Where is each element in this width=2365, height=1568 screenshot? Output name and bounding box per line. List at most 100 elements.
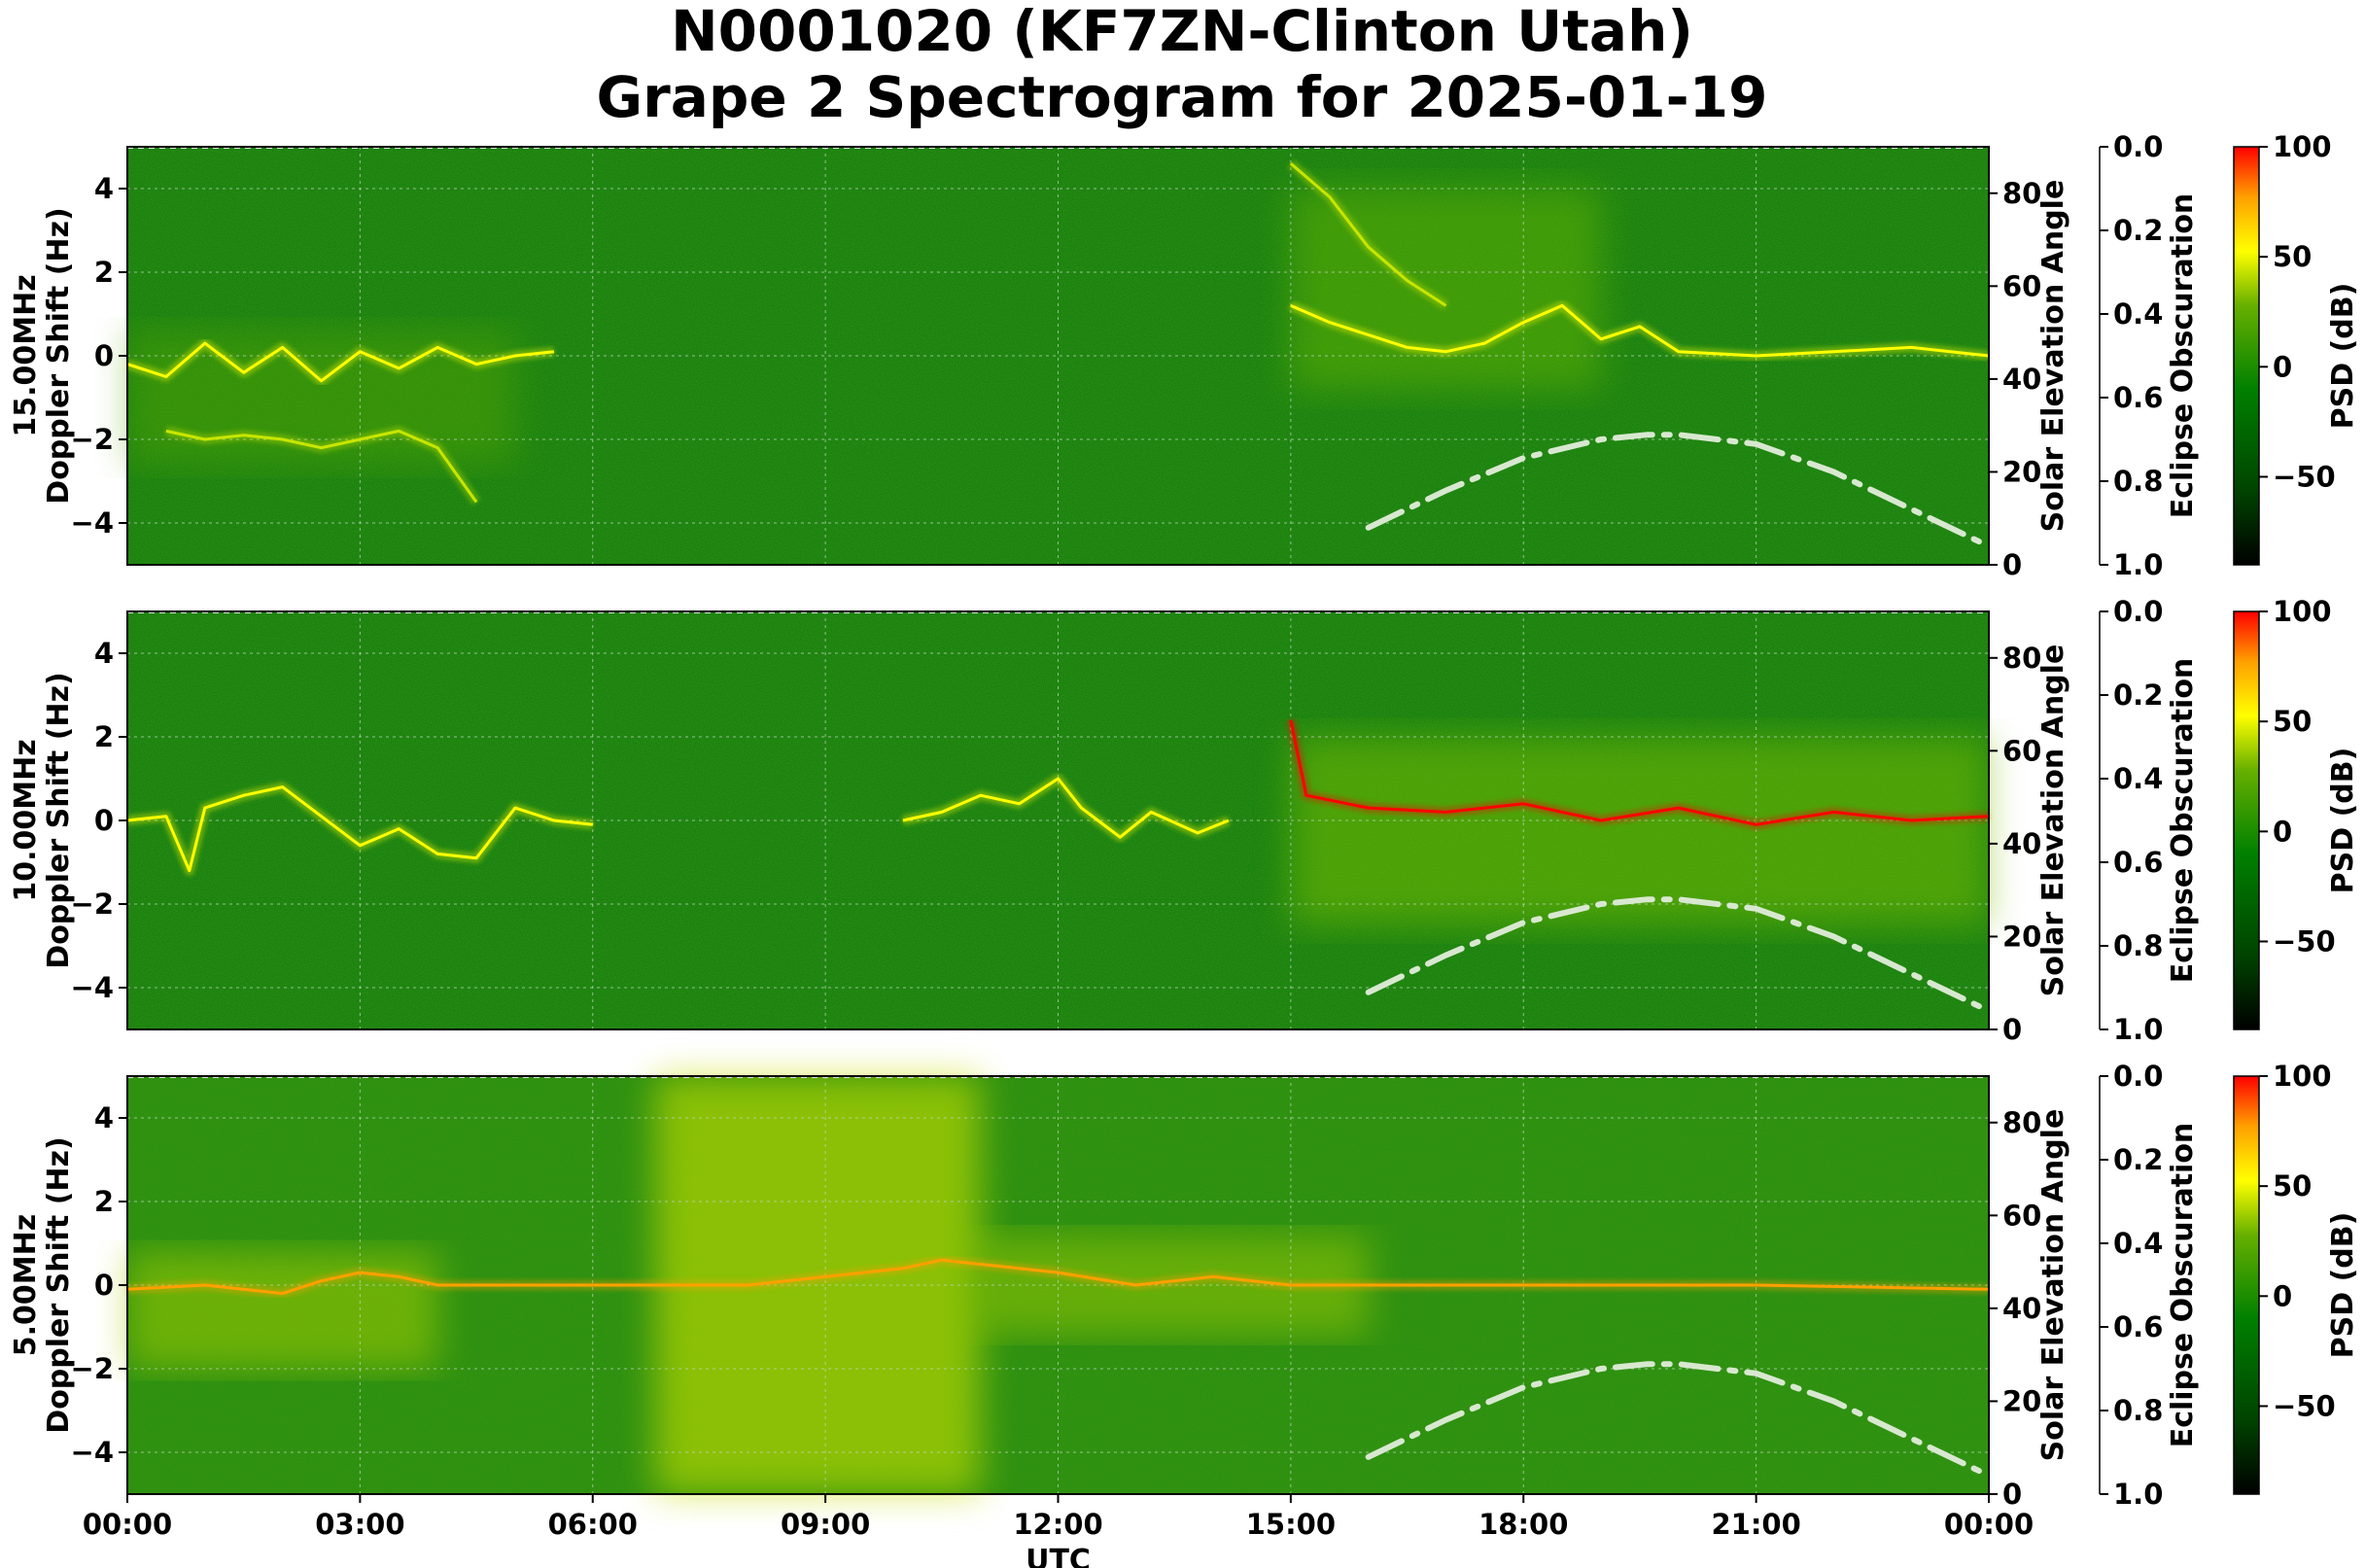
eclipse-tick-label: 0.0 [2113,595,2163,628]
panel-10.00MHz: 420−2−410.00MHz Doppler Shift (Hz)8060402… [9,595,2360,1046]
y-tick-label: −2 [71,1352,114,1385]
colorbar-tick-label: 50 [2273,1169,2312,1202]
doppler-trace [902,777,1230,839]
y-tick-label: −4 [71,506,114,540]
elevation-tick-label: 20 [2002,1384,2041,1417]
colorbar-label: PSD (dB) [2326,748,2360,894]
elevation-tick-label: 0 [2002,1013,2022,1046]
eclipse-tick-label: 0.8 [2113,465,2163,498]
eclipse-tick-label: 0.6 [2113,1310,2163,1343]
solar-elevation-label: Solar Elevation Angle [2036,180,2070,533]
panels-container: 420−2−415.00MHz Doppler Shift (Hz)8060402… [9,130,2360,1568]
eclipse-tick-label: 1.0 [2113,1013,2163,1046]
doppler-axis-label: Doppler Shift (Hz) [42,672,76,968]
colorbar-tick-label: 50 [2273,705,2312,738]
doppler-axis-label: Doppler Shift (Hz) [42,207,76,504]
doppler-trace [1289,162,1447,307]
x-tick-label: 12:00 [1013,1508,1102,1541]
doppler-trace [1290,303,1990,358]
x-tick-label: 00:00 [83,1508,172,1541]
eclipse-obscuration-label: Eclipse Obscuration [2166,658,2200,984]
elevation-tick-label: 60 [2002,734,2041,767]
y-tick-label: −4 [71,1436,114,1469]
eclipse-tick-label: 1.0 [2113,1478,2163,1511]
colorbar-tick-label: 100 [2273,130,2332,163]
eclipse-tick-label: 1.0 [2113,548,2163,581]
elevation-tick-label: 80 [2002,1106,2041,1139]
eclipse-tick-label: 0.0 [2113,130,2163,163]
x-tick-label: 21:00 [1711,1508,1800,1541]
eclipse-tick-label: 0.4 [2113,1227,2163,1260]
y-tick-label: 4 [94,1101,114,1134]
elevation-tick-label: 80 [2002,642,2041,675]
elevation-tick-label: 40 [2002,827,2041,860]
frequency-label: 5.00MHz [9,1214,43,1356]
panel-5.00MHz: 420−2−45.00MHz Doppler Shift (Hz)80604020… [9,1060,2360,1568]
colorbar-label: PSD (dB) [2326,283,2360,430]
figure-title-line1: N0001020 (KF7ZN-Clinton Utah) [671,0,1693,64]
elevation-tick-label: 40 [2002,1292,2041,1325]
x-tick-label: 03:00 [315,1508,404,1541]
doppler-trace [126,785,593,873]
eclipse-tick-label: 0.8 [2113,929,2163,962]
x-tick-label: 15:00 [1246,1508,1336,1541]
eclipse-tick-label: 0.0 [2113,1060,2163,1093]
solar-elevation-curve [1365,896,1992,1014]
colorbar-tick-label: 100 [2273,595,2332,628]
colorbar-tick-label: −50 [2273,460,2336,493]
elevation-tick-label: 0 [2002,1478,2022,1511]
panel-15.00MHz: 420−2−415.00MHz Doppler Shift (Hz)8060402… [9,130,2360,581]
colorbar-label: PSD (dB) [2326,1212,2360,1359]
colorbar [2233,1075,2260,1495]
doppler-trace [1289,719,1990,826]
solar-elevation-curve [1365,1361,1992,1479]
x-tick-label: 00:00 [1944,1508,2034,1541]
eclipse-tick-label: 0.6 [2113,846,2163,879]
colorbar-tick-label: 0 [2273,350,2292,383]
eclipse-obscuration-label: Eclipse Obscuration [2166,193,2200,519]
elevation-tick-label: 80 [2002,177,2041,210]
y-tick-label: 2 [94,720,114,753]
colorbar-tick-label: 0 [2273,815,2292,848]
y-tick-label: 4 [94,637,114,670]
eclipse-tick-label: 0.8 [2113,1394,2163,1427]
x-tick-label: 18:00 [1478,1508,1568,1541]
elevation-tick-label: 20 [2002,455,2041,488]
colorbar-tick-label: −50 [2273,924,2336,958]
elevation-tick-label: 0 [2002,548,2022,581]
y-tick-label: 0 [94,804,114,837]
solar-elevation-label: Solar Elevation Angle [2036,1109,2070,1462]
colorbar-tick-label: 100 [2273,1060,2332,1093]
elevation-tick-label: 40 [2002,363,2041,396]
x-axis-label: UTC [1026,1544,1091,1568]
doppler-axis-label: Doppler Shift (Hz) [42,1136,76,1433]
frequency-label: 10.00MHz [9,739,43,901]
y-tick-label: 4 [94,172,114,205]
colorbar [2233,610,2260,1030]
y-tick-label: 0 [94,339,114,372]
x-tick-label: 06:00 [548,1508,638,1541]
colorbar-tick-label: −50 [2273,1389,2336,1422]
band-glow [1290,189,1602,390]
x-tick-label: 09:00 [781,1508,870,1541]
eclipse-tick-label: 0.6 [2113,381,2163,414]
eclipse-tick-label: 0.2 [2113,1143,2163,1176]
eclipse-tick-label: 0.4 [2113,297,2163,331]
colorbar-tick-label: 0 [2273,1279,2292,1312]
solar-elevation-curve [1365,432,1992,549]
frequency-label: 15.00MHz [9,274,43,436]
y-tick-label: −4 [71,971,114,1004]
elevation-tick-label: 60 [2002,1199,2041,1232]
y-tick-label: 0 [94,1269,114,1302]
solar-elevation-label: Solar Elevation Angle [2036,645,2070,997]
figure-title-line2: Grape 2 Spectrogram for 2025-01-19 [597,64,1768,130]
band-glow [1290,737,1989,925]
elevation-tick-label: 20 [2002,920,2041,953]
doppler-trace [126,1258,1990,1296]
y-tick-label: −2 [71,888,114,921]
y-tick-label: 2 [94,256,114,289]
y-tick-label: 2 [94,1185,114,1218]
band-glow [127,1251,438,1369]
eclipse-tick-label: 0.2 [2113,214,2163,247]
